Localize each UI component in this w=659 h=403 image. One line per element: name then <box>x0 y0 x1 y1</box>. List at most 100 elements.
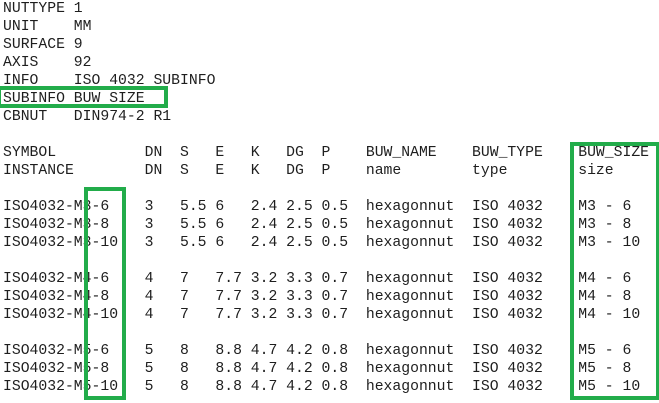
cell-buw-name: hexagonnut <box>365 361 455 377</box>
cell-buw-type: ISO 4032 <box>472 289 543 305</box>
cell-buw-name: hexagonnut <box>365 271 455 287</box>
cell-symbol: SYMBOL <box>3 145 57 161</box>
cell-symbol: ISO4032-M4-6 <box>3 271 110 287</box>
cell-k: 4.7 <box>250 343 278 359</box>
cell-dg: DG <box>286 145 304 161</box>
cell-k: 4.7 <box>250 379 278 395</box>
table-row: ISO4032-M5-6 5 8 8.8 4.7 4.2 0.8 hexagonnut ISO … <box>3 342 659 360</box>
cell-buw-type: ISO 4032 <box>472 361 543 377</box>
cell-p: 0.7 <box>321 307 349 323</box>
cell-p: 0.5 <box>321 199 349 215</box>
header-line-subinfo: SUBINFO BUW SIZE <box>3 90 215 108</box>
cell-symbol: ISO4032-M3-8 <box>3 217 110 233</box>
cell-buw-name: hexagonnut <box>365 307 455 323</box>
cell-buw-type: ISO 4032 <box>472 271 543 287</box>
header-key: NUTTYPE <box>3 1 65 17</box>
cell-k: K <box>250 163 260 179</box>
header-key: UNIT <box>3 19 39 35</box>
cell-buw-size: M4 - 6 <box>578 271 632 287</box>
cell-buw-name: name <box>365 163 402 179</box>
cell-e: 6 <box>215 217 225 233</box>
table-header-row: SYMBOL DN S E K DG P BUW_NAME BUW_TYPE BUW_SIZE <box>3 144 659 162</box>
cell-dg: 4.2 <box>286 343 313 359</box>
cell-dg: 2.5 <box>286 235 313 251</box>
cell-p: P <box>321 145 331 161</box>
cell-s: 7 <box>179 307 189 323</box>
cell-p: 0.5 <box>321 217 349 233</box>
cell-p: P <box>321 163 331 179</box>
cell-buw-name: hexagonnut <box>365 199 455 215</box>
table-row: ISO4032-M3-10 3 5.5 6 2.4 2.5 0.5 hexagonnut ISO… <box>3 234 659 252</box>
cell-k: 4.7 <box>250 361 278 377</box>
cell-dn: 3 <box>144 217 154 233</box>
cell-e: 8.8 <box>215 343 242 359</box>
cell-dg: 3.3 <box>286 289 313 305</box>
cell-e: 6 <box>215 235 225 251</box>
cell-buw-size: M5 - 6 <box>578 343 632 359</box>
cell-buw-size: M3 - 6 <box>578 199 632 215</box>
table-row: ISO4032-M3-8 3 5.5 6 2.4 2.5 0.5 hexagonnut ISO … <box>3 216 659 234</box>
cell-dn: 4 <box>144 307 154 323</box>
header-value: 92 <box>73 55 92 71</box>
cell-buw-size: size <box>578 163 614 179</box>
nut-size-table: SYMBOL DN S E K DG P BUW_NAME BUW_TYPE BUW_SIZE IN… <box>3 144 659 396</box>
table-row: ISO4032-M3-6 3 5.5 6 2.4 2.5 0.5 hexagonnut ISO … <box>3 198 659 216</box>
table-row: ISO4032-M4-6 4 7 7.7 3.2 3.3 0.7 hexagonnut ISO … <box>3 270 659 288</box>
table-row: ISO4032-M5-10 5 8 8.8 4.7 4.2 0.8 hexagonnut ISO… <box>3 378 659 396</box>
cell-symbol: ISO4032-M3-6 <box>3 199 110 215</box>
blank-line <box>3 252 659 270</box>
cell-e: 7.7 <box>215 307 242 323</box>
cell-buw-type: type <box>472 163 508 179</box>
table-row: ISO4032-M4-8 4 7 7.7 3.2 3.3 0.7 hexagonnut ISO … <box>3 288 659 306</box>
cell-buw-size: M3 - 10 <box>578 235 641 251</box>
cell-symbol: ISO4032-M5-10 <box>3 379 119 395</box>
cell-buw-size: M5 - 8 <box>578 361 632 377</box>
cell-k: 3.2 <box>250 307 278 323</box>
cell-k: 2.4 <box>250 217 278 233</box>
file-header-block: NUTTYPE 1 UNIT MM SURFACE 9 AXIS 92 INFO ISO 4032… <box>3 0 215 126</box>
cell-buw-type: ISO 4032 <box>472 307 543 323</box>
cell-dn: 5 <box>144 361 154 377</box>
cell-dn: 4 <box>144 271 154 287</box>
cell-buw-type: ISO 4032 <box>472 379 543 395</box>
header-key: CBNUT <box>3 109 48 125</box>
header-line-unit: UNIT MM <box>3 18 215 36</box>
cell-s: 8 <box>179 379 189 395</box>
blank-line <box>3 324 659 342</box>
cell-dg: 2.5 <box>286 217 313 233</box>
cell-buw-size: BUW_SIZE <box>578 145 650 161</box>
cell-symbol: ISO4032-M4-10 <box>3 307 119 323</box>
cell-k: K <box>250 145 260 161</box>
header-value: DIN974-2 R1 <box>73 109 172 125</box>
cell-dn: 3 <box>144 199 154 215</box>
cell-dn: 5 <box>144 343 154 359</box>
cell-buw-type: ISO 4032 <box>472 343 543 359</box>
cell-buw-type: ISO 4032 <box>472 217 543 233</box>
cell-e: 6 <box>215 199 225 215</box>
cell-dg: 3.3 <box>286 307 313 323</box>
cell-buw-size: M4 - 10 <box>578 307 641 323</box>
cell-buw-size: M4 - 8 <box>578 289 632 305</box>
cell-e: E <box>215 145 225 161</box>
cell-s: 5.5 <box>179 235 207 251</box>
cell-dg: 3.3 <box>286 271 313 287</box>
cell-s: 5.5 <box>179 217 207 233</box>
header-value: MM <box>73 19 92 35</box>
header-line-surface: SURFACE 9 <box>3 36 215 54</box>
cell-s: S <box>179 163 189 179</box>
cell-dn: 4 <box>144 289 154 305</box>
cell-p: 0.5 <box>321 235 349 251</box>
cell-s: S <box>179 145 189 161</box>
header-value: BUW SIZE <box>73 91 145 107</box>
cell-buw-name: BUW_NAME <box>365 145 437 161</box>
table-row: ISO4032-M4-10 4 7 7.7 3.2 3.3 0.7 hexagonnut ISO… <box>3 306 659 324</box>
cell-e: 7.7 <box>215 271 242 287</box>
cell-buw-type: ISO 4032 <box>472 235 543 251</box>
cell-buw-name: hexagonnut <box>365 235 455 251</box>
cell-e: E <box>215 163 225 179</box>
cell-buw-type: BUW_TYPE <box>472 145 543 161</box>
cell-dg: 2.5 <box>286 199 313 215</box>
cell-p: 0.7 <box>321 271 349 287</box>
